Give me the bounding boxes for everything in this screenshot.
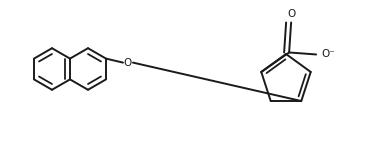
Text: O⁻: O⁻ xyxy=(321,49,335,59)
Text: O: O xyxy=(124,58,132,68)
Text: O: O xyxy=(287,9,295,19)
